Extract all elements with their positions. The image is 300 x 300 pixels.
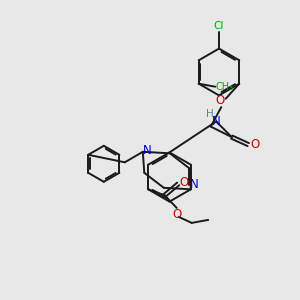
Text: CH₃: CH₃ — [216, 82, 234, 92]
Text: O: O — [172, 208, 181, 221]
Text: O: O — [250, 138, 260, 151]
Text: N: N — [143, 144, 152, 157]
Text: N: N — [190, 178, 199, 191]
Text: O: O — [180, 176, 189, 189]
Text: Cl: Cl — [214, 21, 224, 31]
Text: O: O — [216, 94, 225, 107]
Text: N: N — [212, 115, 220, 128]
Text: H: H — [206, 109, 213, 119]
